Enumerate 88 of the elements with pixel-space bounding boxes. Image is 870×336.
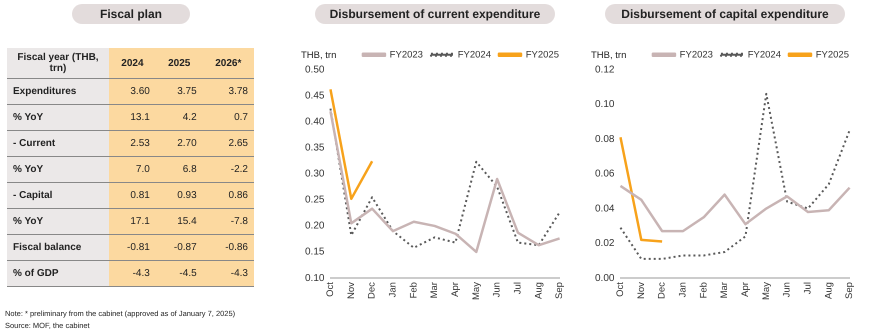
x-tick-label: Feb: [698, 282, 710, 298]
x-tick-label: Jun: [782, 282, 793, 298]
x-tick-label: Oct: [325, 282, 336, 297]
y-tick-label: 0.10: [304, 272, 325, 284]
text: -7.8: [230, 216, 248, 227]
category-label: 2025: [156, 48, 203, 78]
text: 0.7: [234, 112, 248, 123]
text: -0.86: [225, 242, 248, 253]
y-tick-label: 0.06: [594, 168, 615, 180]
y-tick-label: 0.02: [594, 238, 615, 250]
text: -0.81: [127, 242, 150, 253]
text: 13.1: [130, 112, 150, 123]
y-tick-label: 0.00: [594, 272, 615, 284]
text: 6.8: [182, 164, 197, 175]
text: Fiscal year (THB, trn): [7, 48, 109, 78]
text: 3.75: [177, 86, 197, 97]
y-tick-label: 0.25: [304, 194, 325, 206]
y-tick-label: 0.20: [304, 220, 325, 232]
text: Fiscal plan: [72, 4, 190, 24]
text: 15.4: [177, 216, 197, 227]
x-tick-label: Mar: [719, 282, 730, 298]
y-tick-label: 0.50: [304, 64, 325, 76]
x-tick-label: Jun: [492, 282, 503, 298]
text: 3.78: [228, 86, 248, 97]
text: 0.81: [130, 190, 150, 201]
text: 17.1: [130, 216, 150, 227]
legend-label: FY2024: [458, 49, 491, 60]
x-tick-label: Sep: [844, 282, 856, 299]
x-tick-label: Aug: [533, 282, 544, 299]
y-tick-label: 0.35: [304, 142, 325, 154]
x-tick-label: Aug: [823, 282, 834, 299]
y-tick-label: 0.15: [304, 246, 325, 258]
text: 3.60: [130, 86, 150, 97]
y-tick-label: 0.40: [304, 116, 325, 128]
y-axis-title: THB, trn: [591, 50, 626, 61]
y-tick-label: 0.10: [594, 99, 615, 110]
x-tick-label: Nov: [636, 282, 647, 299]
category-label: - Capital: [13, 190, 52, 201]
y-tick-label: 0.12: [594, 64, 615, 76]
x-tick-label: Feb: [408, 282, 420, 298]
text: -4.3: [230, 268, 248, 279]
y-tick-label: 0.08: [594, 134, 615, 145]
text: 2.70: [177, 138, 197, 149]
category-label: % YoY: [13, 164, 44, 175]
x-tick-label: Dec: [366, 282, 378, 299]
x-tick-label: Jul: [802, 282, 814, 294]
x-tick-label: Jul: [512, 282, 524, 294]
text: 0.86: [228, 190, 248, 201]
x-tick-label: Mar: [429, 282, 440, 298]
x-tick-label: Oct: [615, 282, 626, 297]
x-tick-label: Apr: [740, 282, 752, 297]
y-tick-label: 0.30: [304, 168, 325, 180]
category-label: % YoY: [13, 112, 44, 123]
x-tick-label: Sep: [554, 282, 566, 299]
category-label: Expenditures: [13, 86, 76, 97]
text: -4.5: [179, 268, 197, 279]
category-label: 2026*: [202, 48, 254, 78]
legend-label: FY2023: [390, 49, 423, 60]
legend-label: FY2025: [816, 49, 850, 60]
y-tick-label: 0.45: [304, 90, 325, 102]
chart-title: Disbursement of capital expenditure: [605, 4, 845, 24]
category-label: % YoY: [13, 216, 44, 227]
legend-label: FY2025: [526, 49, 560, 60]
text: 2.53: [130, 138, 150, 149]
x-tick-label: Apr: [450, 282, 462, 297]
category-label: 2024: [109, 48, 156, 78]
line-series: [619, 92, 851, 260]
x-tick-label: Nov: [346, 282, 357, 299]
legend-label: FY2024: [748, 49, 781, 60]
text: -2.2: [230, 164, 248, 175]
category-label: % of GDP: [13, 268, 59, 279]
x-tick-label: Jan: [678, 282, 689, 298]
text: 2.65: [228, 138, 248, 149]
category-label: - Current: [13, 138, 56, 149]
chart-title: Disbursement of current expenditure: [315, 4, 555, 24]
text: -4.3: [132, 268, 150, 279]
text: 0.93: [177, 190, 197, 201]
text: -0.87: [174, 242, 197, 253]
x-tick-label: May: [760, 282, 772, 300]
text: 4.2: [182, 112, 197, 123]
category-label: Fiscal balance: [13, 242, 82, 253]
y-tick-label: 0.04: [594, 203, 615, 214]
x-tick-label: Dec: [656, 282, 668, 299]
x-tick-label: Jan: [388, 282, 399, 298]
x-tick-label: May: [470, 282, 482, 300]
y-axis-title: THB, trn: [301, 50, 336, 61]
legend-label: FY2023: [680, 49, 713, 60]
text: 7.0: [136, 164, 150, 175]
